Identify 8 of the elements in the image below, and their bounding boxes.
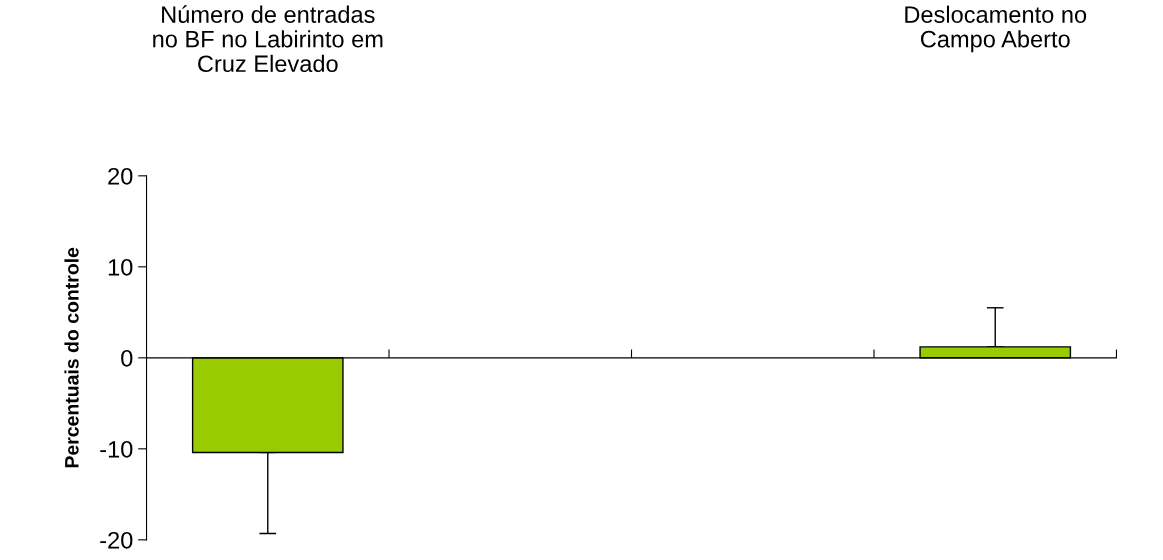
y-axis-title: Percentuais do controle <box>64 247 79 468</box>
y-tick-label: -10 <box>100 440 133 458</box>
y-tick-label: 0 <box>121 349 133 367</box>
y-tick-label: 10 <box>108 258 133 276</box>
text: Deslocamento no Campo Aberto <box>905 5 1087 53</box>
text: Número de entradas no BF no Labirinto em Cruz Elevado <box>153 5 383 73</box>
y-tick-label: -20 <box>100 531 133 549</box>
y-tick-label: 20 <box>108 167 133 185</box>
